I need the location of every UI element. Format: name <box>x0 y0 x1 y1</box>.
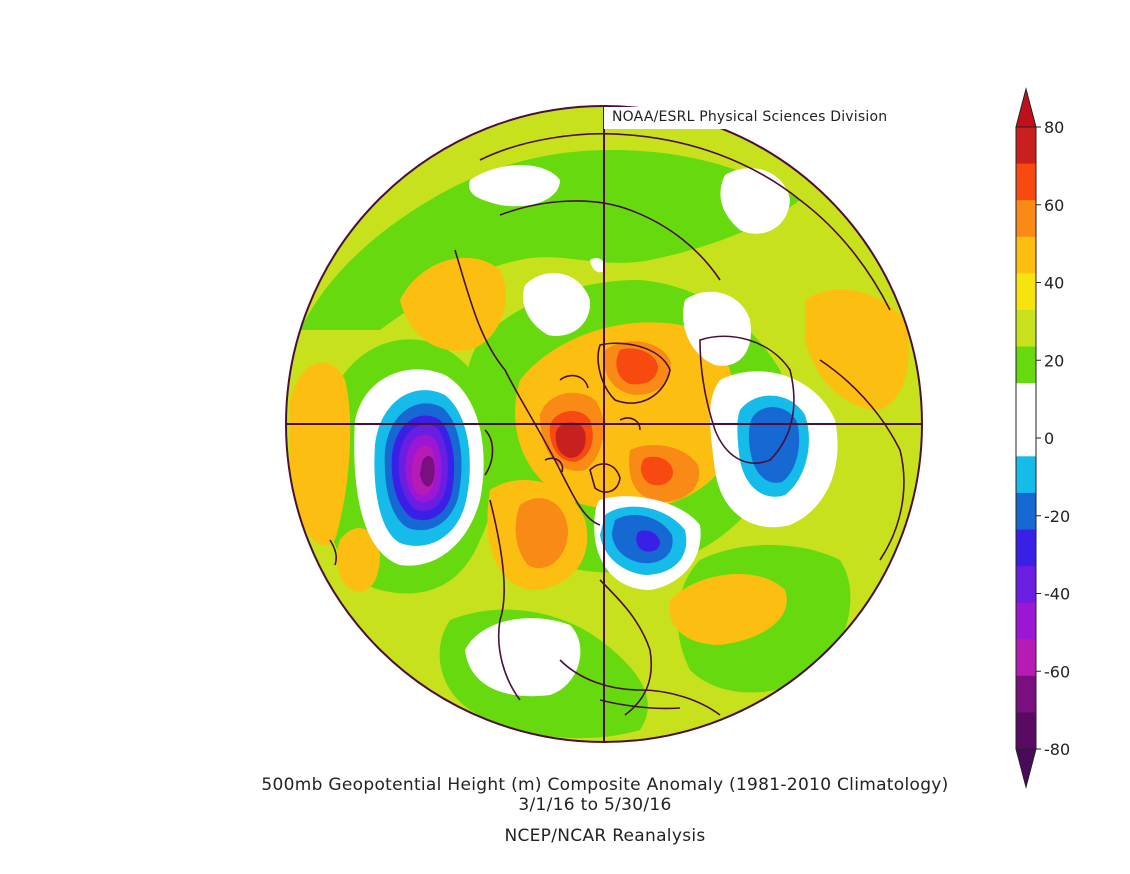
colorbar-segment <box>1016 236 1036 274</box>
colorbar-segment <box>1016 273 1036 311</box>
white-zone-greenland-n <box>522 273 591 336</box>
colorbar-segment <box>1016 675 1036 713</box>
colorbar-segment <box>1016 602 1036 640</box>
coast-gulf <box>559 659 721 716</box>
colorbar-segment <box>1016 383 1036 421</box>
colorbar-segment <box>1016 712 1036 750</box>
figure-date-range: 3/1/16 to 5/30/16 <box>518 795 672 815</box>
colorbar-label: -60 <box>1044 662 1070 681</box>
colorbar-segment <box>1016 200 1036 238</box>
figure-title: 500mb Geopotential Height (m) Composite … <box>261 775 949 795</box>
colorbar-segment <box>1016 163 1036 201</box>
white-zone-south <box>465 618 581 697</box>
coast-africa <box>819 359 905 561</box>
colorbar-label: 60 <box>1044 196 1064 215</box>
colorbar-segment <box>1016 566 1036 604</box>
yellow-patch-left <box>290 362 351 546</box>
colorbar-label: 40 <box>1044 274 1064 293</box>
coast-hudson <box>589 463 621 493</box>
map-boundary <box>285 105 923 743</box>
coast-americas-west <box>489 499 521 701</box>
colorbar-top-arrow <box>1015 87 1037 128</box>
red-center-d <box>640 456 673 486</box>
coast-europe <box>699 335 795 464</box>
coast-caribbean <box>599 699 681 710</box>
deep-red-center-a <box>555 422 586 458</box>
white-zone-n <box>590 258 606 273</box>
deep-purple-low-pacific <box>420 456 435 487</box>
coast-mid <box>329 429 494 566</box>
figure-source: NCEP/NCAR Reanalysis <box>504 826 706 846</box>
colorbar-segment <box>1016 419 1036 457</box>
coast-asia <box>479 132 891 311</box>
red-center-b <box>616 348 658 385</box>
colorbar-segment <box>1016 639 1036 677</box>
white-zone-ne <box>720 168 790 234</box>
coast-americas-east <box>599 579 652 716</box>
yellow-patch-ne <box>805 289 909 410</box>
colorbar-segment <box>1016 492 1036 530</box>
indigo-low-atlantic <box>636 530 660 552</box>
coast-asia-inner <box>499 200 721 281</box>
colorbar-label: -40 <box>1044 585 1070 604</box>
yellow-patch-se <box>669 573 787 645</box>
colorbar-segment <box>1016 529 1036 567</box>
colorbar-label: 80 <box>1044 118 1064 137</box>
colorbar-label: 0 <box>1044 429 1054 448</box>
credit-label: NOAA/ESRL Physical Sciences Division <box>604 107 896 129</box>
colorbar: 80 60 40 20 0 -20 -40 -60 -80 <box>1015 87 1070 789</box>
colorbar-segment <box>1016 346 1036 384</box>
coast-islands <box>544 374 641 473</box>
yellow-patch-s <box>336 528 380 592</box>
colorbar-segment <box>1016 456 1036 494</box>
colorbar-label: -80 <box>1044 740 1070 759</box>
coastlines <box>329 132 905 716</box>
colorbar-segment <box>1016 127 1036 165</box>
white-zone-nw <box>469 165 560 207</box>
orange-center-c <box>515 498 568 569</box>
colorbar-label: -20 <box>1044 507 1070 526</box>
coast-greenland <box>597 342 671 404</box>
blue-low-east <box>748 407 800 483</box>
colorbar-label: 20 <box>1044 351 1064 370</box>
coast-north-america <box>454 249 601 526</box>
colorbar-segment <box>1016 309 1036 348</box>
